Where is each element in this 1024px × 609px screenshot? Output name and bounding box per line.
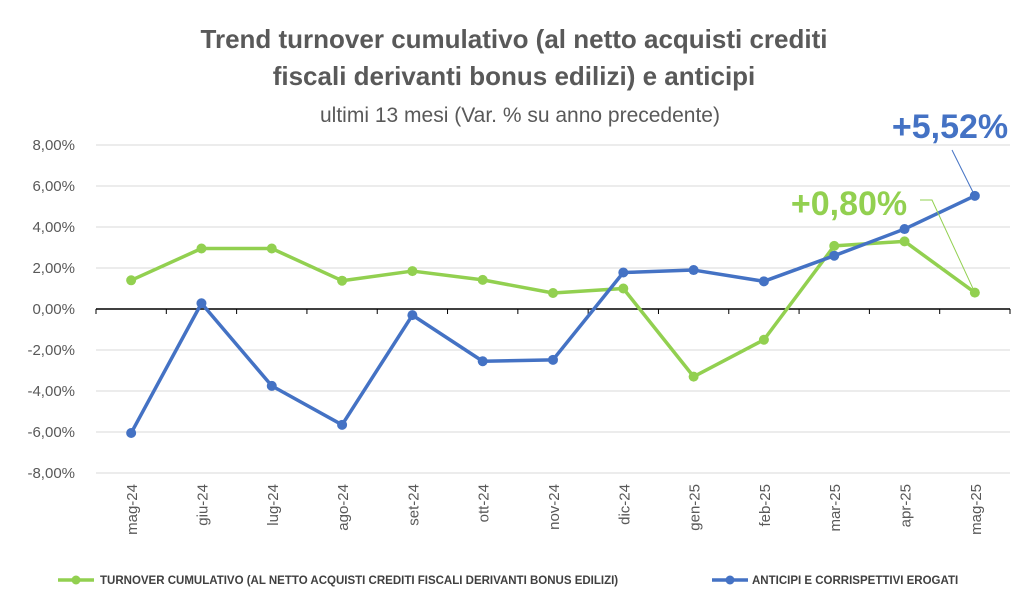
data-point [618, 283, 629, 294]
data-point [337, 419, 348, 430]
x-tick-label: gen-25 [687, 484, 704, 531]
x-axis [95, 308, 1011, 314]
legend-label: ANTICIPI E CORRISPETTIVI EROGATI [752, 575, 958, 587]
y-tick-label: 6,00% [32, 178, 75, 195]
x-tick-label: mag-25 [968, 484, 985, 535]
annotation-label: +5,52% [892, 108, 1008, 146]
legend-swatch-marker [725, 575, 735, 585]
data-point [196, 243, 207, 254]
x-tick-label: dic-24 [616, 484, 633, 525]
data-point [337, 275, 348, 286]
y-tick-label: -8,00% [27, 465, 75, 482]
series-line-1 [129, 194, 977, 435]
data-point [407, 266, 418, 277]
chart-title-line1: Trend turnover cumulativo (al netto acqu… [201, 24, 828, 54]
y-tick-label: -2,00% [27, 342, 75, 359]
y-tick-label: 4,00% [32, 219, 75, 236]
annotation-label: +0,80% [791, 185, 907, 223]
x-tick-label: feb-25 [757, 484, 774, 527]
data-point [477, 356, 488, 367]
annotation-leader-line [920, 199, 976, 293]
data-point [266, 243, 277, 254]
gridlines [96, 144, 1010, 474]
data-point [126, 428, 137, 439]
y-tick-label: 0,00% [32, 301, 75, 318]
data-point [688, 371, 699, 382]
annotations: +0,80% +5,52% [791, 108, 1008, 293]
y-tick-label: -4,00% [27, 383, 75, 400]
x-tick-label: lug-24 [265, 484, 282, 526]
legend-swatch-marker [71, 575, 81, 585]
data-point [477, 274, 488, 285]
data-point [407, 310, 418, 321]
x-tick-label: apr-25 [898, 484, 915, 527]
data-point [758, 334, 769, 345]
y-tick-label: 8,00% [32, 137, 75, 154]
x-axis-ticks: mag-24 giu-24 lug-24 ago-24 set-24 ott-24 nov-… [124, 484, 985, 535]
data-point [266, 380, 277, 391]
x-tick-label: nov-24 [546, 484, 563, 530]
chart-subtitle: ultimi 13 mesi (Var. % su anno precedent… [320, 104, 720, 127]
data-point [829, 250, 840, 261]
annotation-leader-line [951, 149, 976, 197]
series-lines [126, 190, 980, 439]
legend-label: TURNOVER CUMULATIVO (AL NETTO ACQUISTI C… [100, 575, 618, 587]
x-tick-label: set-24 [405, 484, 422, 526]
x-tick-label: ago-24 [335, 484, 352, 531]
data-point [758, 276, 769, 287]
data-point [548, 354, 558, 365]
y-tick-label: -6,00% [27, 424, 75, 441]
data-point [899, 224, 910, 235]
y-axis-ticks: 8,00% 6,00% 4,00% 2,00% 0,00% -2,00% -4,00% -6,… [27, 137, 75, 482]
legend: TURNOVER CUMULATIVO (AL NETTO ACQUISTI C… [58, 575, 958, 587]
data-point [548, 288, 558, 299]
x-tick-label: mag-24 [124, 484, 141, 535]
data-point [196, 298, 207, 309]
x-tick-label: giu-24 [194, 484, 211, 526]
chart-title-line2: fiscali derivanti bonus edilizi) e antic… [273, 61, 756, 91]
data-point [126, 275, 137, 286]
x-tick-label: mar-25 [827, 484, 844, 532]
x-tick-label: ott-24 [476, 484, 493, 522]
data-point [688, 265, 699, 276]
data-point [899, 236, 910, 247]
data-point [829, 240, 840, 251]
y-tick-label: 2,00% [32, 260, 75, 277]
data-point [618, 267, 629, 278]
